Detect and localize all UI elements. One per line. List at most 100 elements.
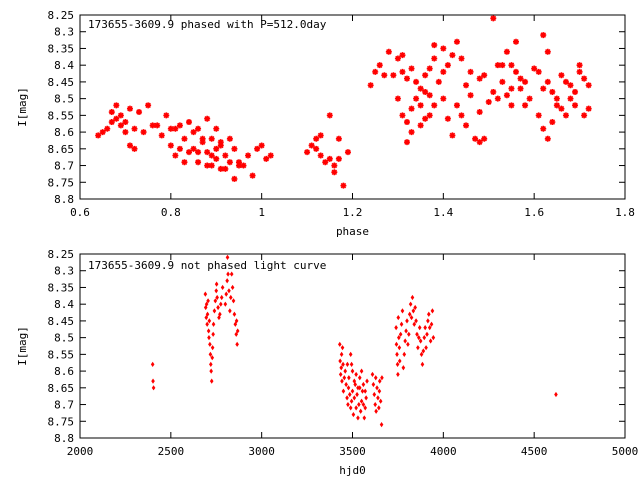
data-point — [331, 169, 338, 176]
data-point — [340, 182, 347, 189]
data-point — [199, 139, 206, 146]
data-point — [540, 125, 547, 132]
x-tick-label: 3500 — [339, 445, 366, 458]
data-point — [431, 55, 438, 62]
y-tick-label: 8.6 — [54, 365, 74, 378]
data-point — [371, 381, 376, 388]
data-point — [209, 378, 214, 384]
data-point — [553, 102, 560, 109]
data-point — [190, 129, 197, 136]
data-point — [140, 129, 147, 136]
x-tick-label: 1.8 — [615, 206, 635, 219]
data-point — [417, 85, 424, 92]
data-point — [394, 325, 398, 331]
data-point — [205, 321, 209, 327]
y-tick-label: 8.65 — [48, 143, 75, 156]
data-point — [398, 331, 403, 337]
y-tick-label: 8.3 — [54, 26, 74, 39]
data-point — [359, 368, 364, 374]
data-point — [378, 398, 383, 404]
data-point — [361, 401, 366, 408]
data-point — [499, 78, 506, 85]
data-point — [345, 395, 349, 401]
y-tick-label: 8.6 — [54, 126, 74, 139]
data-point — [158, 132, 165, 139]
data-point — [349, 398, 354, 404]
data-point — [338, 371, 343, 378]
data-point — [216, 304, 220, 311]
data-point — [449, 52, 456, 59]
data-point — [567, 95, 574, 102]
y-axis: 8.25 8.3 8.35 8.4 8.45 8.5 8.55 8.6 8.65 8.7 8.75 8… — [48, 9, 625, 206]
data-point — [427, 325, 432, 331]
data-point — [234, 318, 239, 324]
data-point — [397, 345, 402, 351]
data-point — [186, 119, 192, 126]
data-point — [581, 75, 588, 82]
data-point — [407, 311, 412, 317]
data-point — [418, 338, 423, 344]
data-point — [522, 102, 529, 109]
x-tick-label: 3000 — [248, 445, 275, 458]
data-point — [348, 351, 353, 357]
data-point — [417, 122, 424, 129]
data-point — [562, 112, 569, 119]
data-point — [131, 125, 138, 132]
data-point — [494, 95, 501, 102]
data-point — [535, 68, 542, 75]
data-point — [531, 65, 538, 72]
data-point — [346, 385, 351, 391]
data-point — [377, 388, 382, 394]
data-point — [258, 142, 265, 149]
data-point — [426, 65, 433, 72]
data-point — [335, 135, 342, 142]
data-point — [427, 311, 431, 317]
data-point — [349, 361, 354, 367]
data-point — [405, 318, 409, 324]
y-tick-label: 8.75 — [48, 176, 75, 189]
data-point — [581, 112, 588, 119]
data-point — [444, 62, 451, 69]
plot-title: 173655-3609.9 phased with P=512.0day — [88, 18, 327, 31]
y-tick-label: 8.25 — [48, 248, 75, 261]
data-point — [399, 68, 406, 75]
x-axis-label: hjd0 — [339, 464, 366, 477]
data-point — [228, 308, 232, 314]
data-point — [225, 278, 229, 284]
data-point — [337, 341, 342, 347]
data-point — [354, 371, 358, 378]
data-point — [416, 345, 420, 351]
data-point — [108, 119, 115, 126]
data-point — [572, 88, 579, 95]
data-point — [549, 88, 556, 95]
data-point — [208, 135, 215, 142]
data-point — [317, 132, 324, 139]
data-point — [458, 55, 465, 62]
data-point — [235, 341, 239, 347]
data-point — [235, 328, 240, 334]
data-point — [370, 371, 375, 378]
data-point — [424, 345, 428, 351]
data-point — [204, 314, 209, 321]
data-point — [419, 351, 424, 357]
data-point — [396, 314, 401, 321]
data-point — [326, 155, 333, 162]
data-point — [394, 95, 401, 102]
data-point — [431, 42, 438, 49]
data-point — [195, 149, 202, 156]
data-point — [490, 88, 497, 95]
data-point — [408, 65, 415, 72]
data-point — [357, 375, 362, 381]
data-point — [208, 152, 215, 159]
data-point — [435, 78, 442, 85]
data-point — [463, 122, 470, 129]
data-point — [407, 331, 411, 337]
data-point — [249, 172, 256, 179]
data-point — [222, 165, 229, 172]
data-point — [413, 95, 420, 102]
data-point — [313, 135, 320, 142]
data-point — [351, 411, 356, 418]
data-point — [476, 139, 483, 146]
data-point — [356, 415, 360, 421]
data-point — [440, 68, 447, 75]
